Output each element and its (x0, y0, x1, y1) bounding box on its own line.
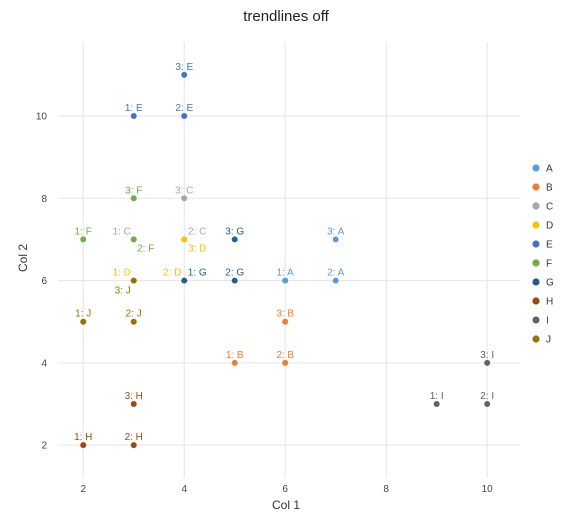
x-tick-label: 2 (80, 484, 86, 495)
data-point (332, 236, 339, 243)
data-label: 3: I (480, 350, 494, 361)
data-point (231, 277, 238, 284)
data-label: 3: J (115, 286, 131, 297)
legend-marker (532, 297, 540, 305)
legend-label: A (546, 164, 553, 175)
data-label: 1: H (74, 432, 92, 443)
data-point (130, 113, 137, 120)
data-label: 3: G (225, 226, 244, 237)
data-label: 2: D (163, 268, 181, 279)
legend-label: J (546, 335, 551, 346)
axis-ticks: 2 4 6 8 10 2 4 6 8 10 (36, 112, 493, 495)
y-tick-label: 4 (41, 358, 47, 369)
x-tick-label: 10 (482, 484, 494, 495)
y-axis-title: Col 2 (16, 244, 30, 272)
data-point (130, 400, 137, 407)
data-label: 2: J (126, 309, 142, 320)
legend-marker (532, 335, 540, 343)
data-label: 1: C (113, 226, 131, 237)
data-point (130, 195, 137, 202)
data-point (282, 359, 289, 366)
data-label: 1: A (277, 268, 295, 279)
x-tick-label: 4 (181, 484, 187, 495)
legend-marker (532, 183, 540, 191)
data-point (433, 400, 440, 407)
data-label: 2: E (175, 103, 193, 114)
data-point (282, 277, 289, 284)
legend-label: G (546, 278, 554, 289)
data-label: 1: E (125, 103, 143, 114)
data-label: 2: B (276, 350, 294, 361)
data-point (80, 318, 87, 325)
legend-label: D (546, 221, 553, 232)
legend-marker (532, 240, 540, 248)
data-label: 3: E (175, 62, 193, 73)
x-axis-title: Col 1 (272, 498, 300, 512)
data-label: 1: I (430, 391, 444, 402)
data-label: 2: F (137, 243, 154, 254)
legend-label: B (546, 183, 553, 194)
legend-marker (532, 316, 540, 324)
y-tick-label: 6 (41, 276, 47, 287)
chart-title: trendlines off (243, 8, 329, 25)
data-label: 3: F (125, 185, 142, 196)
data-point (282, 318, 289, 325)
legend-marker (532, 202, 540, 210)
data-label: 2: I (480, 391, 494, 402)
data-point (181, 236, 188, 243)
data-label: 2: H (125, 432, 143, 443)
legend-label: I (546, 316, 549, 327)
data-point (181, 277, 188, 284)
x-tick-label: 6 (282, 484, 288, 495)
legend-marker (532, 259, 540, 267)
x-tick-label: 8 (383, 484, 389, 495)
data-point (181, 71, 188, 78)
data-label: 1: B (226, 350, 244, 361)
data-label: 3: C (175, 185, 193, 196)
data-point (130, 236, 137, 243)
data-label: 3: A (327, 226, 345, 237)
y-tick-label: 8 (41, 194, 47, 205)
data-point (130, 277, 137, 284)
y-tick-label: 10 (36, 112, 48, 123)
data-labels: 1: A 2: A 3: A 1: B 2: B 3: B 1: C 2: C 3: C 1: D… (74, 62, 494, 443)
data-points (80, 71, 491, 449)
data-point (181, 113, 188, 120)
data-label: 1: G (188, 268, 207, 279)
data-label: 2: A (327, 268, 345, 279)
legend-marker (532, 164, 540, 172)
data-label: 1: J (75, 309, 91, 320)
data-label: 3: B (276, 309, 294, 320)
data-point (484, 400, 491, 407)
data-point (181, 195, 188, 202)
legend-label: C (546, 202, 553, 213)
data-label: 1: F (75, 226, 92, 237)
data-point (130, 318, 137, 325)
legend-label: H (546, 297, 553, 308)
data-point (80, 442, 87, 449)
legend-label: E (546, 240, 553, 251)
y-tick-label: 2 (41, 441, 47, 452)
data-label: 2: C (188, 226, 206, 237)
legend-marker (532, 221, 540, 229)
legend-label: F (546, 259, 552, 270)
data-point (130, 442, 137, 449)
data-point (484, 359, 491, 366)
data-point (231, 359, 238, 366)
data-point (332, 277, 339, 284)
data-point (80, 236, 87, 243)
data-label: 3: D (188, 243, 206, 254)
data-label: 1: D (113, 268, 131, 279)
data-point (231, 236, 238, 243)
legend-marker (532, 278, 540, 286)
data-label: 3: H (125, 391, 143, 402)
data-label: 2: G (225, 268, 244, 279)
